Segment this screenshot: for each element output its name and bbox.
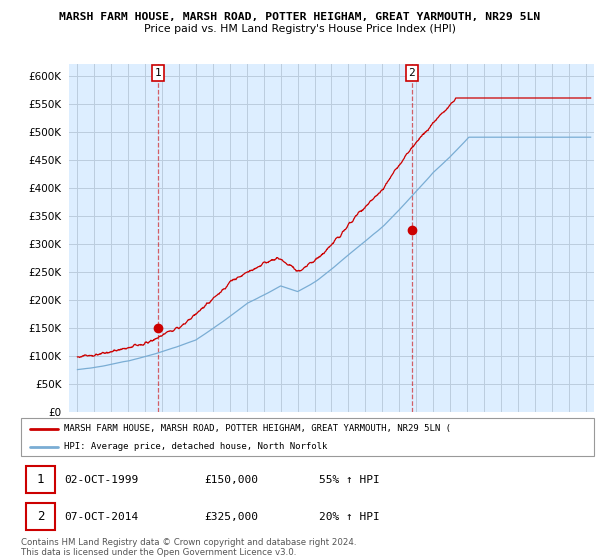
FancyBboxPatch shape (21, 418, 594, 456)
Text: £325,000: £325,000 (205, 512, 259, 522)
Text: Price paid vs. HM Land Registry's House Price Index (HPI): Price paid vs. HM Land Registry's House … (144, 24, 456, 34)
Text: 20% ↑ HPI: 20% ↑ HPI (319, 512, 380, 522)
FancyBboxPatch shape (26, 503, 55, 530)
Text: 1: 1 (37, 473, 44, 486)
Text: £150,000: £150,000 (205, 475, 259, 484)
Text: MARSH FARM HOUSE, MARSH ROAD, POTTER HEIGHAM, GREAT YARMOUTH, NR29 5LN (: MARSH FARM HOUSE, MARSH ROAD, POTTER HEI… (64, 424, 451, 433)
Text: 55% ↑ HPI: 55% ↑ HPI (319, 475, 380, 484)
Text: HPI: Average price, detached house, North Norfolk: HPI: Average price, detached house, Nort… (64, 442, 328, 451)
Text: 2: 2 (409, 68, 415, 78)
Text: 2: 2 (37, 510, 44, 523)
Text: 02-OCT-1999: 02-OCT-1999 (64, 475, 138, 484)
Text: Contains HM Land Registry data © Crown copyright and database right 2024.
This d: Contains HM Land Registry data © Crown c… (21, 538, 356, 557)
Text: 07-OCT-2014: 07-OCT-2014 (64, 512, 138, 522)
FancyBboxPatch shape (26, 466, 55, 493)
Text: MARSH FARM HOUSE, MARSH ROAD, POTTER HEIGHAM, GREAT YARMOUTH, NR29 5LN: MARSH FARM HOUSE, MARSH ROAD, POTTER HEI… (59, 12, 541, 22)
Text: 1: 1 (155, 68, 161, 78)
